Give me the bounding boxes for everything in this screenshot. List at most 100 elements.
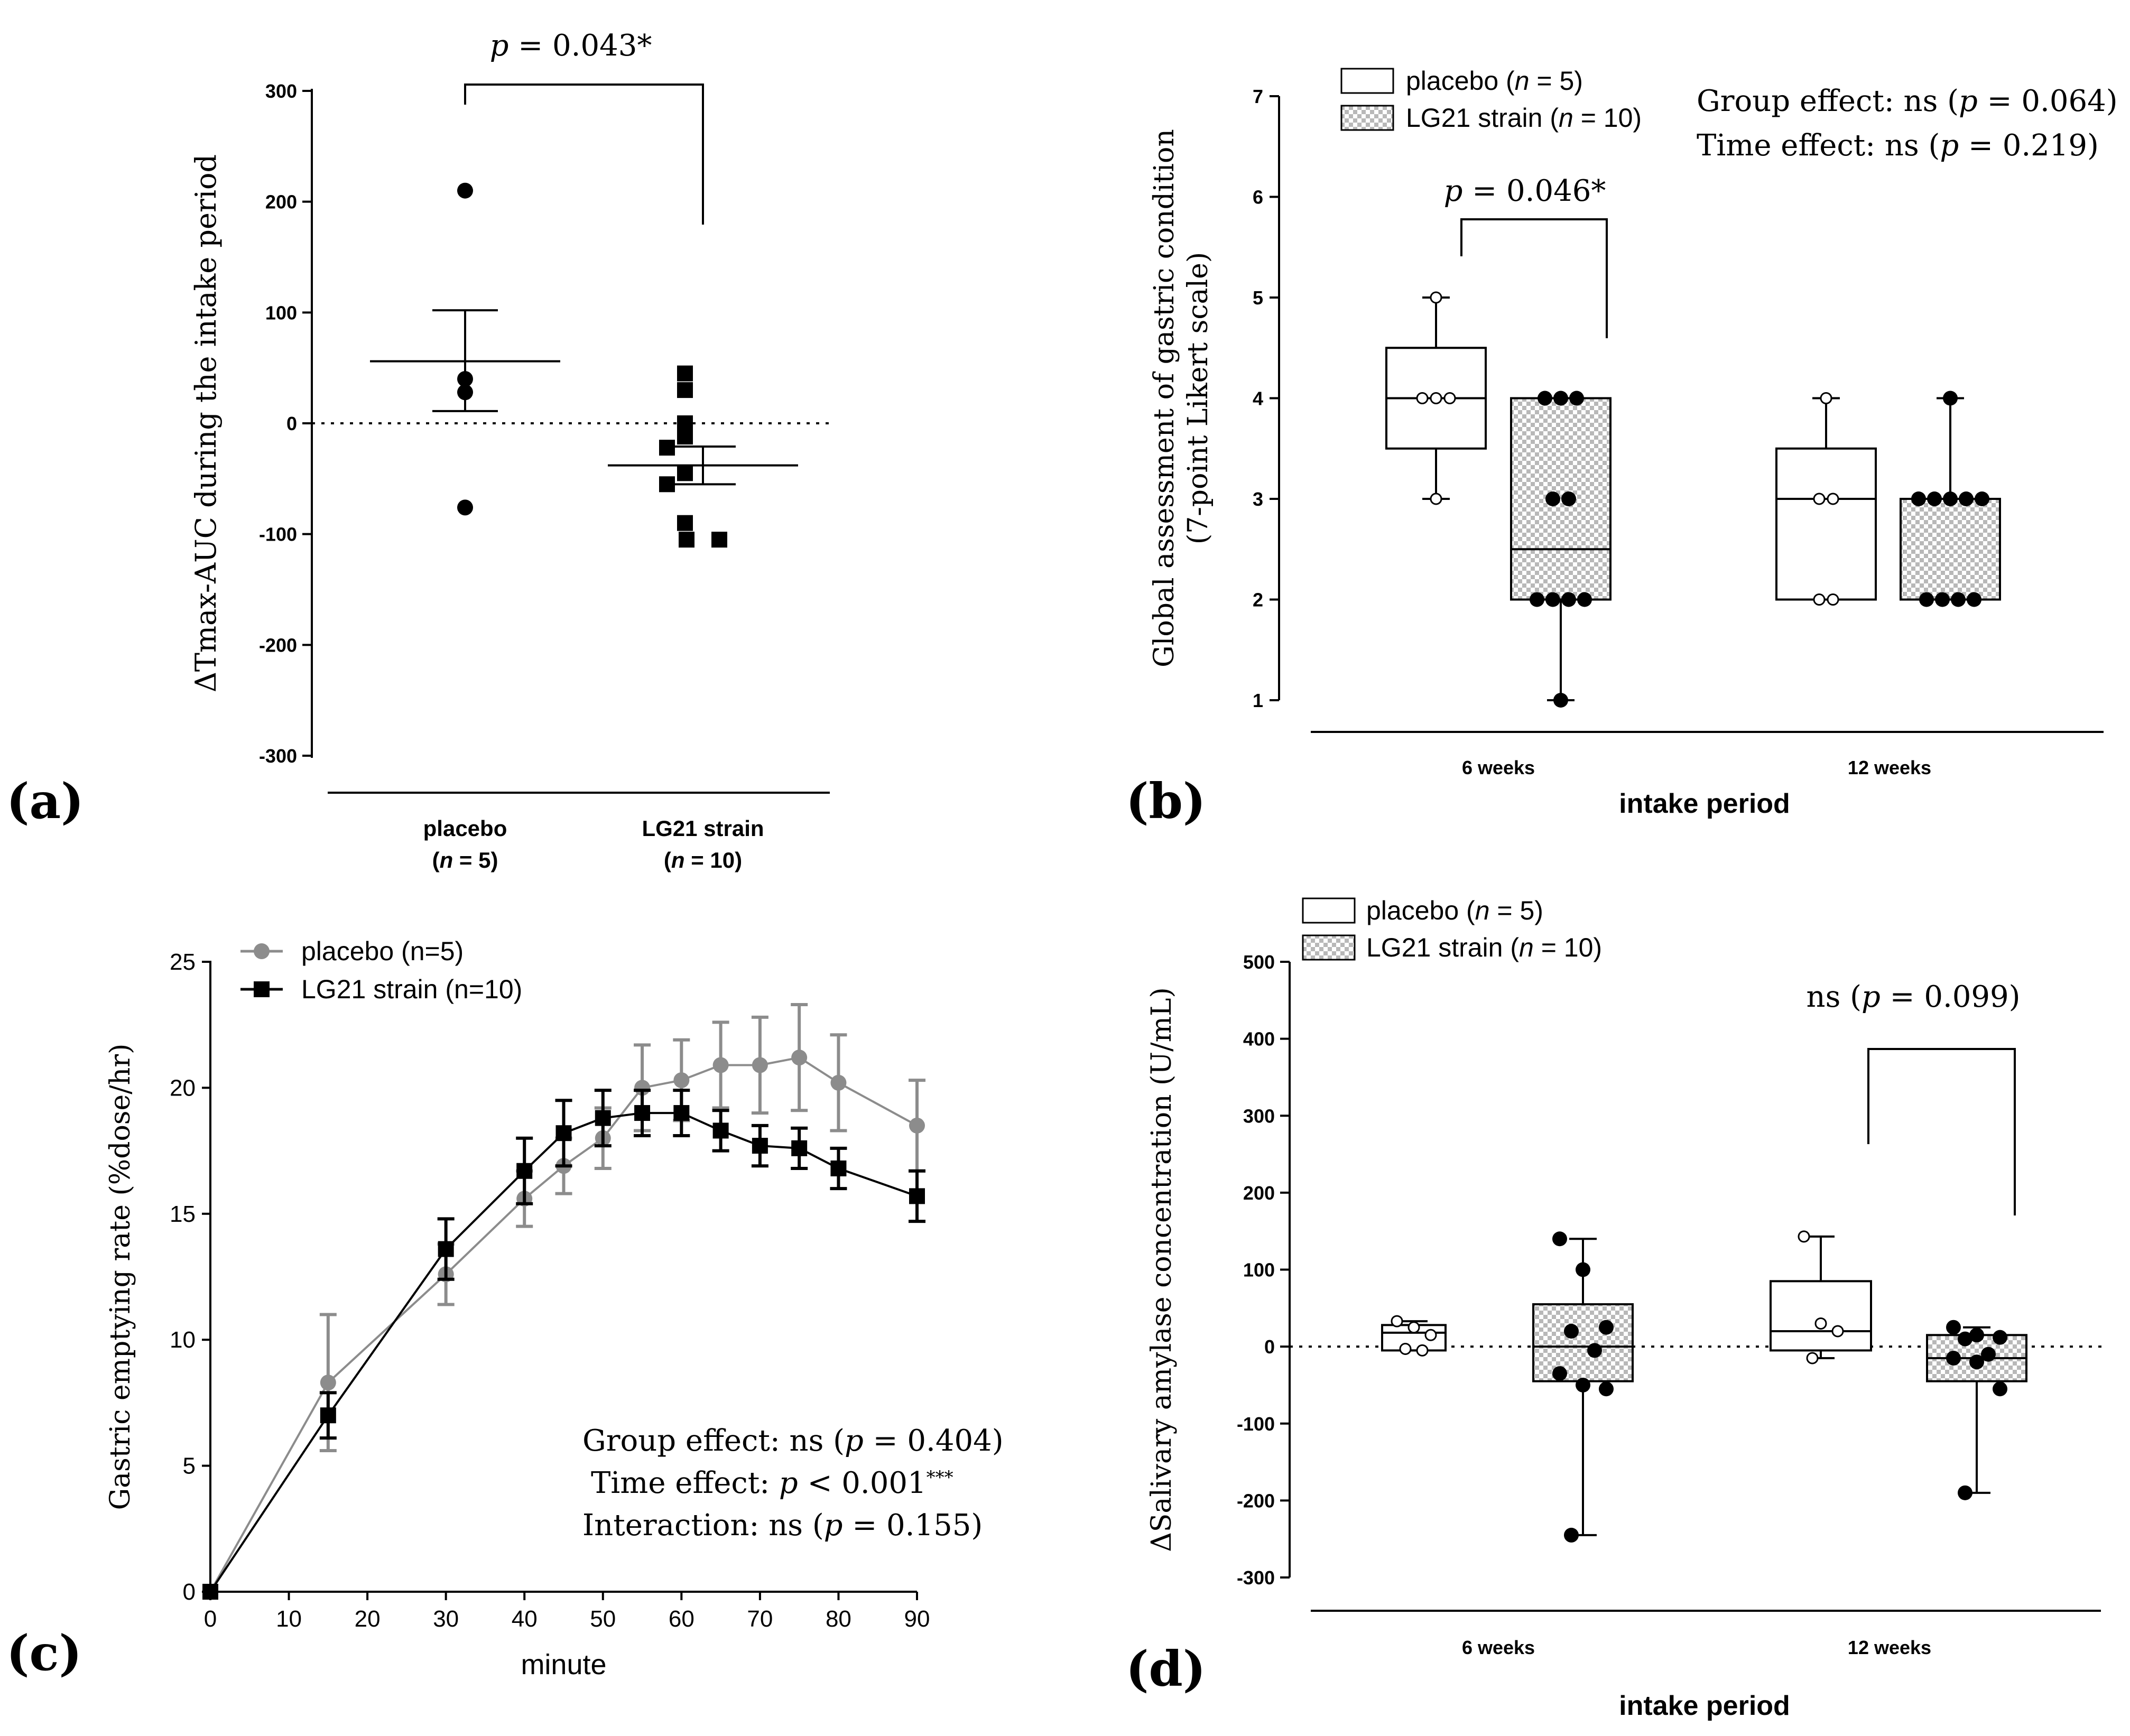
data-point — [1959, 491, 1974, 506]
x-tick-label: 20 — [355, 1606, 381, 1632]
significance-bracket — [1867, 1048, 2016, 1215]
y-tick-label: 20 — [170, 1075, 196, 1101]
y-axis-title: ΔTmax-AUC during the intake period — [189, 154, 223, 692]
panel-label: (b) — [1126, 773, 1206, 830]
data-point — [679, 532, 694, 548]
data-point — [1806, 1352, 1819, 1364]
data-point — [634, 1105, 651, 1121]
box — [1532, 1303, 1634, 1382]
data-point — [659, 440, 675, 456]
data-point — [1967, 592, 1981, 607]
y-tick-label: 500 — [1243, 951, 1275, 973]
data-point — [1530, 592, 1544, 607]
data-point — [1552, 1231, 1567, 1247]
y-tick-label: 1 — [1253, 690, 1263, 711]
data-point — [1814, 1317, 1827, 1330]
data-point — [1553, 391, 1568, 406]
data-point — [673, 1072, 690, 1089]
data-point — [1958, 1331, 1972, 1347]
data-point — [1545, 592, 1560, 607]
legend-swatch — [1302, 897, 1356, 924]
data-point — [677, 382, 693, 398]
data-point — [1576, 1377, 1590, 1392]
y-axis-title: Gastric emptying rate (%dose/hr) — [105, 1044, 136, 1510]
x-axis-title: intake period — [1619, 788, 1790, 819]
data-point — [1798, 1230, 1810, 1243]
data-point — [1935, 592, 1950, 607]
data-point — [1820, 392, 1832, 404]
data-point — [1430, 392, 1442, 404]
data-point — [677, 415, 693, 431]
legend-label: LG21 strain (n = 10) — [1366, 933, 1602, 962]
data-point — [673, 1105, 690, 1121]
y-tick-label: -300 — [259, 745, 297, 767]
data-point — [1577, 592, 1592, 607]
data-point — [1911, 491, 1926, 506]
legend-swatch — [1340, 105, 1394, 131]
legend-label: LG21 strain (n = 10) — [1406, 103, 1642, 133]
data-point — [677, 429, 693, 445]
data-point — [711, 532, 727, 548]
data-point — [1552, 1366, 1567, 1381]
data-point — [1538, 391, 1552, 406]
significance-label: p = 0.043* — [490, 29, 652, 63]
x-category-label: placebo — [423, 816, 507, 841]
significance-label: ns (p = 0.099) — [1807, 980, 2021, 1014]
y-tick-label: 200 — [1243, 1182, 1275, 1204]
y-tick-label: 5 — [183, 1453, 196, 1479]
data-point — [830, 1160, 847, 1176]
data-point — [1599, 1381, 1614, 1397]
legend-label: placebo (n = 5) — [1366, 896, 1543, 925]
y-tick-label: 300 — [265, 80, 297, 102]
y-tick-label: 0 — [183, 1579, 196, 1605]
y-tick-label: 400 — [1243, 1028, 1275, 1050]
data-point — [1430, 493, 1442, 505]
x-tick-label: 80 — [826, 1606, 851, 1632]
y-axis-title: ΔSalivary amylase concentration (U/mL) — [1146, 987, 1178, 1552]
y-tick-label: 2 — [1253, 589, 1263, 611]
box — [1775, 447, 1877, 601]
data-point — [1813, 493, 1826, 505]
legend-label: placebo (n = 5) — [1406, 66, 1583, 96]
x-tick-label: 30 — [433, 1606, 459, 1632]
data-point — [1943, 491, 1958, 506]
data-point — [555, 1125, 572, 1141]
x-category-label: LG21 strain — [642, 816, 764, 841]
y-tick-label: 4 — [1253, 388, 1263, 410]
y-tick-label: -100 — [259, 524, 297, 545]
y-tick-label: -200 — [259, 634, 297, 656]
data-point — [1993, 1330, 2007, 1345]
data-point — [1827, 593, 1839, 606]
data-point — [752, 1057, 768, 1073]
data-point — [1399, 1342, 1412, 1355]
data-point — [1981, 1347, 1996, 1362]
y-tick-label: 300 — [1243, 1105, 1275, 1127]
data-point — [320, 1375, 336, 1391]
y-tick-label: 200 — [265, 191, 297, 213]
data-point — [1561, 491, 1576, 506]
data-point — [712, 1122, 729, 1139]
x-category-label: 6 weeks — [1462, 757, 1535, 778]
data-point — [1993, 1381, 2007, 1397]
legend-label: placebo (n=5) — [301, 936, 464, 966]
x-category-label: 12 weeks — [1848, 1637, 1931, 1658]
data-point — [752, 1138, 768, 1154]
data-point — [1827, 493, 1839, 505]
data-point — [1927, 491, 1942, 506]
x-axis-title: intake period — [1619, 1691, 1790, 1721]
panel-a: -300 -200 -100 0 100 200 300 ΔTmax-AUC during t… — [6, 29, 830, 872]
x-tick-label: 90 — [904, 1606, 930, 1632]
box — [1900, 498, 2001, 601]
y-tick-label: 100 — [1243, 1259, 1275, 1281]
data-point — [1564, 1324, 1579, 1339]
x-category-n-label: (n = 10) — [664, 848, 742, 872]
stat-annotation: Time effect: ns (p = 0.219) — [1697, 128, 2099, 163]
data-point — [1831, 1325, 1844, 1338]
y-axis-title: Global assessment of gastric condition(7… — [1149, 129, 1214, 667]
stat-annotation: Group effect: ns (p = 0.404) — [582, 1424, 1004, 1458]
y-tick-label: 6 — [1253, 187, 1263, 208]
panel-c: 0 5 10 15 20 25 0 10 20 30 40 50 60 70 80 90 minute Gastr… — [6, 936, 1004, 1682]
box — [1770, 1280, 1872, 1352]
data-point — [1561, 592, 1576, 607]
x-axis-title: minute — [521, 1649, 606, 1681]
